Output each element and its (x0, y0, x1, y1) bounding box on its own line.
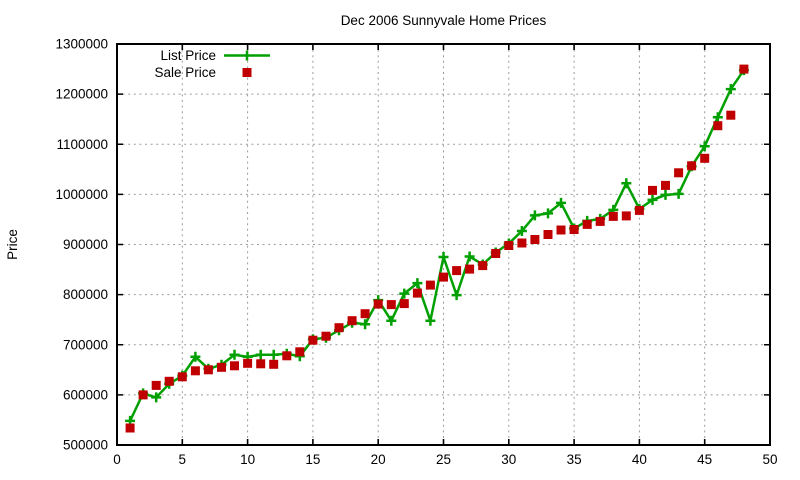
plot-border (116, 43, 771, 446)
svg-text:800000: 800000 (63, 287, 108, 302)
sale-price-square-marker (713, 121, 723, 131)
sale-price-square-marker (595, 216, 605, 226)
sale-price-square-marker (164, 376, 174, 386)
y-axis-title: Price (5, 229, 20, 260)
sale-price-square-marker (347, 316, 357, 326)
sale-price-square-marker (543, 230, 553, 239)
x-axis-tick-labels: 0 5 10 15 20 25 30 35 40 45 50 (113, 452, 777, 467)
svg-text:30: 30 (501, 452, 516, 467)
svg-text:500000: 500000 (63, 438, 108, 453)
svg-text:20: 20 (371, 452, 386, 467)
svg-text:45: 45 (697, 452, 712, 467)
sale-price-square-marker (399, 299, 409, 309)
sale-price-square-marker (269, 359, 279, 369)
chart-title: Dec 2006 Sunnyvale Home Prices (341, 13, 547, 28)
svg-text:0: 0 (113, 452, 121, 467)
axis-tick-marks (116, 43, 771, 446)
sale-price-square-marker (530, 235, 540, 244)
svg-text:1000000: 1000000 (55, 187, 108, 202)
sale-price-square-marker (452, 266, 462, 276)
sale-price-square-marker (621, 211, 631, 221)
svg-text:1300000: 1300000 (55, 37, 108, 52)
sale-price-series (125, 64, 749, 433)
svg-text:40: 40 (632, 452, 647, 467)
sale-price-square-marker (608, 211, 618, 221)
legend-label: List Price (160, 48, 216, 63)
y-axis-tick-labels: 500000 600000 700000 800000 900000 1000000 110… (55, 37, 108, 453)
sale-price-square-marker (373, 299, 383, 309)
sale-price-square-marker (700, 153, 710, 163)
sale-price-square-marker (190, 366, 200, 376)
legend-line-plus-sample (224, 50, 270, 61)
svg-text:1100000: 1100000 (56, 137, 108, 152)
svg-text:15: 15 (305, 452, 320, 467)
sale-price-square-marker (334, 323, 344, 333)
sale-price-square-marker (177, 372, 187, 382)
sale-price-square-marker (582, 219, 592, 229)
sale-price-square-marker (634, 205, 644, 215)
sale-price-square-marker (504, 241, 514, 250)
sale-price-square-marker (230, 361, 239, 371)
svg-text:600000: 600000 (63, 387, 108, 402)
sale-price-square-marker (661, 180, 670, 190)
svg-text:700000: 700000 (63, 337, 108, 352)
sale-price-square-marker (465, 264, 475, 274)
svg-text:900000: 900000 (63, 237, 108, 252)
legend: List Price Sale Price (154, 48, 270, 80)
sale-price-square-marker (491, 249, 501, 258)
sale-price-square-marker (295, 347, 305, 357)
sale-price-square-marker (739, 64, 749, 74)
svg-text:5: 5 (179, 452, 187, 467)
legend-label: Sale Price (154, 65, 216, 80)
sale-price-square-marker (726, 110, 736, 120)
sale-price-square-marker (151, 380, 161, 390)
sale-price-square-marker (203, 365, 213, 375)
sale-price-square-marker (648, 185, 657, 195)
sale-price-square-marker (412, 288, 422, 298)
sale-price-square-marker (321, 331, 331, 341)
legend-square-sample (242, 68, 252, 77)
sale-price-square-marker (674, 168, 684, 178)
sale-price-square-marker (243, 358, 253, 368)
sale-price-square-marker (425, 280, 435, 290)
sale-price-square-marker (217, 362, 226, 372)
svg-text:10: 10 (240, 452, 255, 467)
sale-price-square-marker (360, 309, 370, 319)
sale-price-square-marker (569, 225, 579, 234)
sale-price-square-marker (256, 359, 266, 369)
sale-price-square-marker (687, 161, 697, 171)
sale-price-square-marker (517, 238, 527, 248)
svg-text:25: 25 (436, 452, 451, 467)
sale-price-square-marker (138, 390, 148, 400)
sale-price-square-marker (556, 225, 566, 235)
sale-price-square-marker (439, 272, 448, 282)
sale-price-square-marker (478, 261, 488, 271)
sale-price-square-marker (308, 335, 318, 345)
svg-text:35: 35 (567, 452, 582, 467)
svg-text:1200000: 1200000 (55, 87, 108, 102)
svg-text:50: 50 (762, 452, 777, 467)
sale-price-square-marker (125, 423, 135, 433)
sale-price-square-marker (282, 351, 292, 361)
sale-price-square-marker (386, 300, 396, 310)
